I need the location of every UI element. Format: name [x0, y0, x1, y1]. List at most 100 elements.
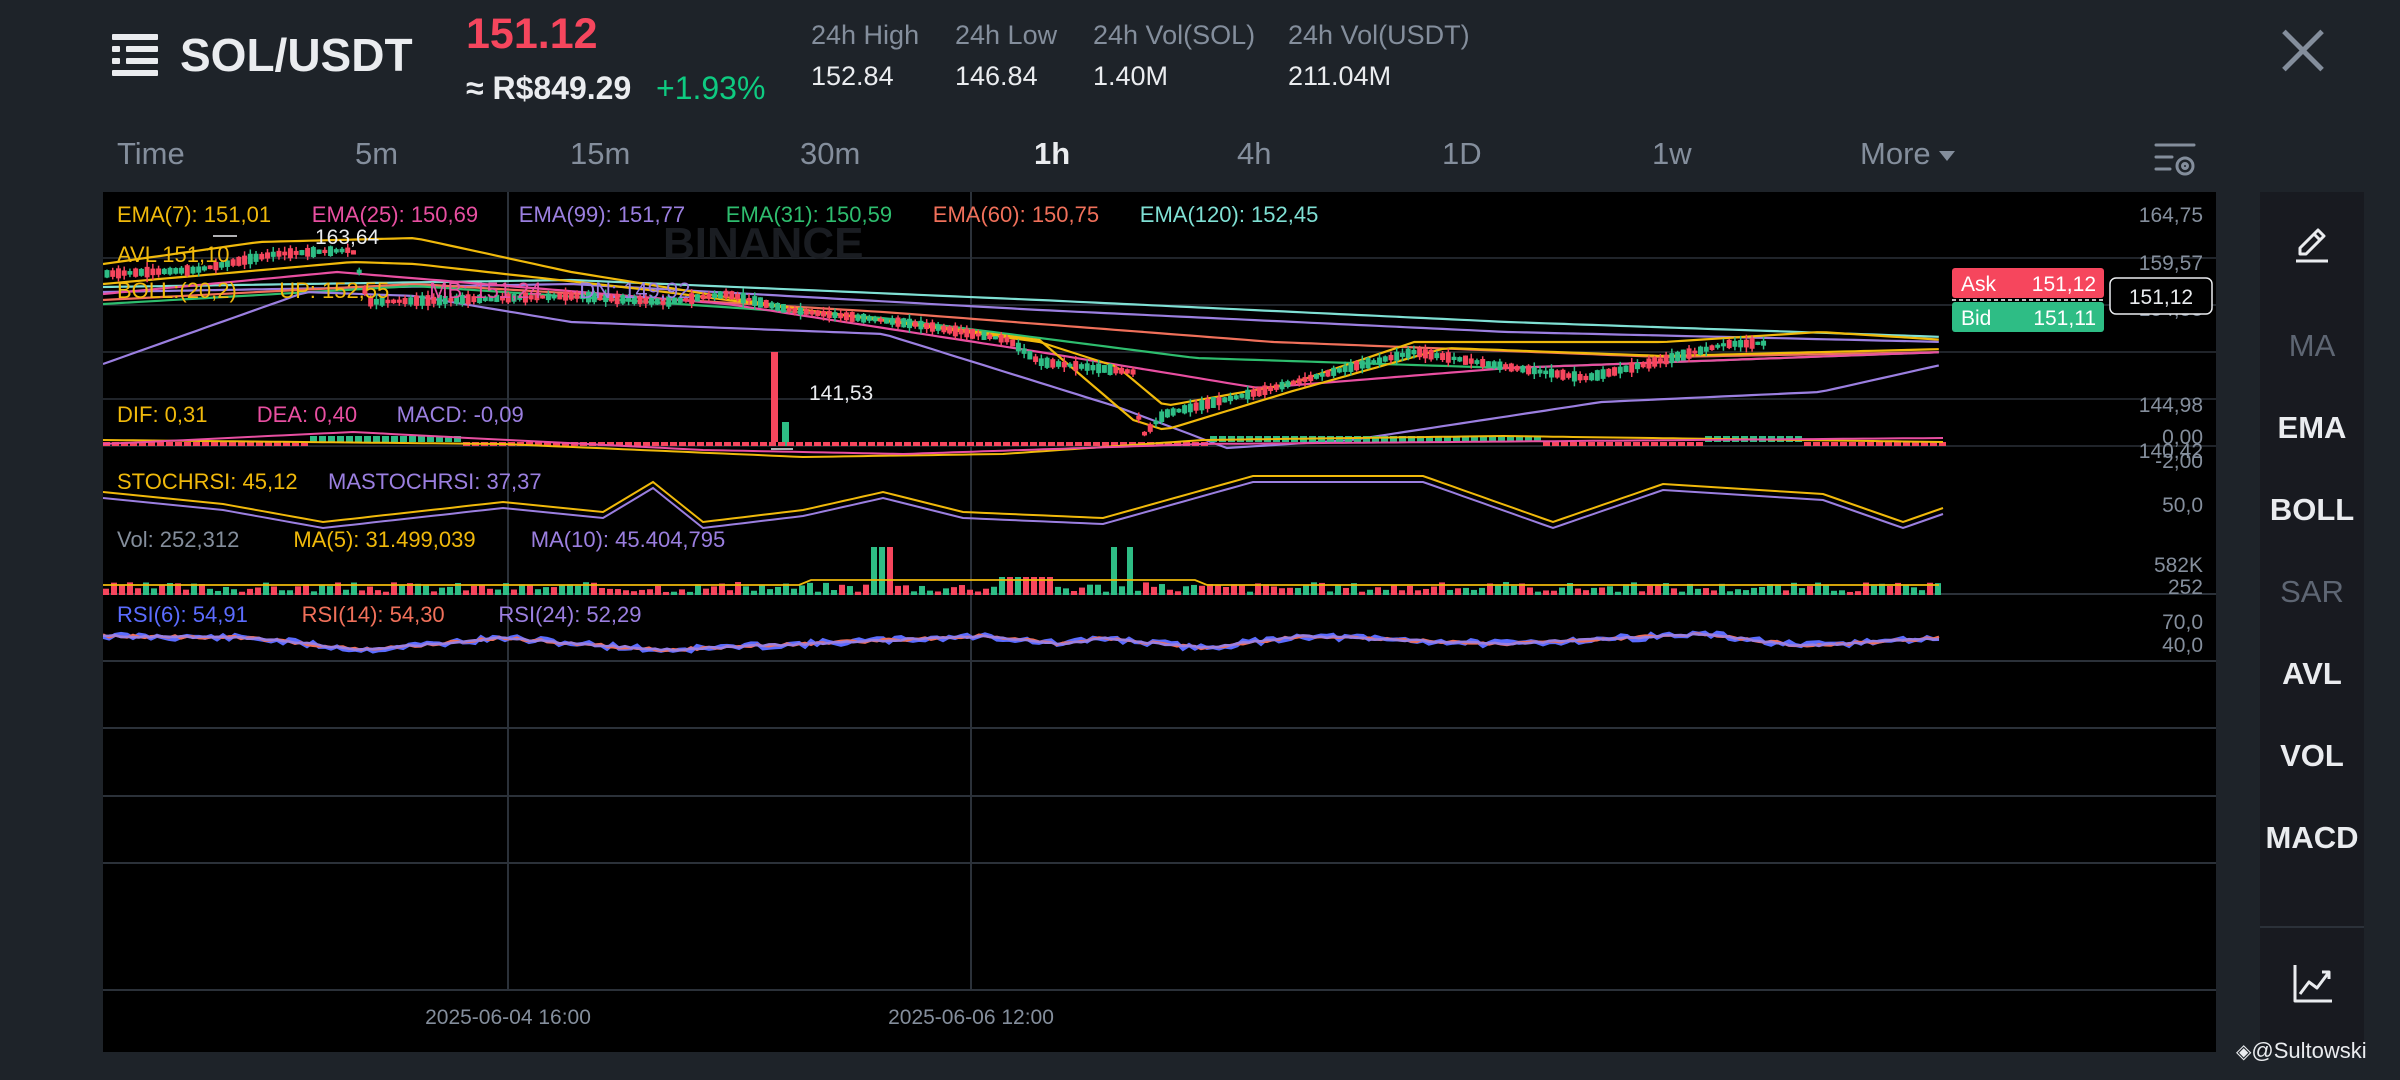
macd-bar: [1660, 442, 1667, 446]
macd-bar: [625, 442, 632, 446]
price-change: +1.93%: [656, 70, 766, 106]
macd-bar: [1624, 442, 1631, 446]
volume-bar: [1647, 585, 1653, 595]
volume-bar: [279, 590, 285, 595]
tab-more[interactable]: More: [1860, 136, 1955, 172]
sidebar-item-ema[interactable]: EMA: [2277, 410, 2347, 445]
macd-bar: [1822, 442, 1829, 446]
candle-body: [671, 297, 677, 305]
candle-body: [798, 307, 804, 315]
volume-bar: [143, 582, 149, 595]
macd-bar: [1489, 436, 1496, 442]
volume-bar: [559, 584, 565, 595]
macd-line: [103, 434, 1944, 459]
vol-legend-item: Vol: 252,312: [117, 527, 239, 552]
indicator-chart-icon[interactable]: [2292, 962, 2334, 1004]
tab-time[interactable]: Time: [117, 136, 185, 171]
volume-bar: [1119, 586, 1125, 595]
candle-body: [1377, 357, 1383, 364]
candle-body: [1159, 411, 1165, 423]
candle-body: [757, 297, 763, 308]
candle-body: [631, 296, 637, 304]
macd-bar: [1111, 442, 1118, 446]
macd-bar: [1030, 442, 1037, 446]
candle-body: [1594, 370, 1600, 381]
volume-bar: [1919, 590, 1925, 595]
candle-body: [1634, 363, 1640, 370]
volume-bar: [1359, 591, 1365, 595]
sidebar-item-macd[interactable]: MACD: [2265, 820, 2359, 855]
candle-body: [156, 268, 162, 275]
volume-bar: [479, 584, 485, 595]
tab-30m[interactable]: 30m: [800, 136, 861, 171]
sidebar-item-sar[interactable]: SAR: [2280, 574, 2344, 609]
candle-body: [1147, 424, 1153, 432]
volume-bar: [663, 591, 669, 595]
candle-body: [196, 266, 202, 273]
sidebar-item-boll[interactable]: BOLL: [2269, 492, 2355, 527]
kline-chart[interactable]: BINANCE164,75159,57154,55144,98140,42163…: [103, 192, 2216, 1052]
candle-body: [746, 298, 752, 302]
sidebar-item-avl[interactable]: AVL: [2282, 656, 2342, 691]
candle-body: [1686, 348, 1692, 359]
close-icon[interactable]: [2280, 28, 2326, 74]
volume-bar: [735, 582, 741, 595]
volume-bar: [375, 590, 381, 595]
tab-1w[interactable]: 1w: [1652, 136, 1692, 171]
candle-body: [482, 296, 488, 301]
pencil-icon[interactable]: [2292, 224, 2332, 264]
candle-body: [1279, 381, 1285, 390]
volume-bar: [1087, 584, 1093, 595]
candle-body: [1113, 366, 1119, 374]
sidebar-item-vol[interactable]: VOL: [2280, 738, 2344, 773]
tab-5m[interactable]: 5m: [355, 136, 399, 171]
candle-body: [287, 248, 293, 259]
volume-bar: [167, 583, 173, 595]
candle-body: [843, 312, 849, 321]
tab-4h[interactable]: 4h: [1237, 136, 1272, 171]
candle-body: [1268, 386, 1274, 391]
candle-body: [878, 318, 884, 322]
macd-bar: [1876, 442, 1883, 446]
volume-bar: [215, 590, 221, 595]
candle-body: [1348, 362, 1354, 372]
candle-body: [1600, 369, 1606, 379]
pair-title[interactable]: SOL/USDT: [180, 29, 413, 81]
high-price-label: 163,64: [315, 226, 380, 249]
candle-body: [471, 296, 477, 303]
candle-body: [626, 297, 632, 302]
sidebar-item-ma[interactable]: MA: [2288, 328, 2336, 363]
candle-body: [987, 334, 993, 340]
macd-bar: [400, 436, 407, 442]
volume-bar: [783, 583, 789, 595]
candle-body: [1675, 351, 1681, 362]
candle-body: [1336, 368, 1342, 373]
volume-bar: [679, 589, 685, 595]
tab-1h[interactable]: 1h: [1034, 136, 1071, 171]
menu-icon[interactable]: [112, 34, 158, 76]
volume-bar: [1303, 585, 1309, 595]
candle-body: [396, 299, 402, 303]
volume-bar: [1287, 587, 1293, 595]
candle-body: [534, 293, 540, 301]
vol-axis-label: 582K: [2154, 554, 2203, 577]
macd-line: [103, 430, 1944, 456]
chart-settings-icon[interactable]: [2154, 140, 2198, 180]
volume-bar: [1151, 586, 1157, 595]
candle-body: [1291, 380, 1297, 385]
candle-body: [866, 317, 872, 321]
macd-bar: [535, 442, 542, 446]
volume-bar: [1863, 582, 1869, 595]
candle-body: [1503, 364, 1509, 370]
tab-1d[interactable]: 1D: [1442, 136, 1482, 171]
candle-body: [1331, 367, 1337, 376]
macd-bar: [238, 442, 245, 446]
volume-bar: [1735, 589, 1741, 595]
chart-canvas[interactable]: BINANCE164,75159,57154,55144,98140,42163…: [103, 192, 2216, 1052]
volume-bar: [239, 591, 245, 595]
rsi-line: [103, 632, 1940, 652]
stat-24h-vol-usdt: 24h Vol(USDT) 211.04M: [1288, 20, 1470, 92]
macd-bar: [301, 442, 308, 446]
tab-15m[interactable]: 15m: [570, 136, 631, 171]
candle-body: [1382, 356, 1388, 362]
